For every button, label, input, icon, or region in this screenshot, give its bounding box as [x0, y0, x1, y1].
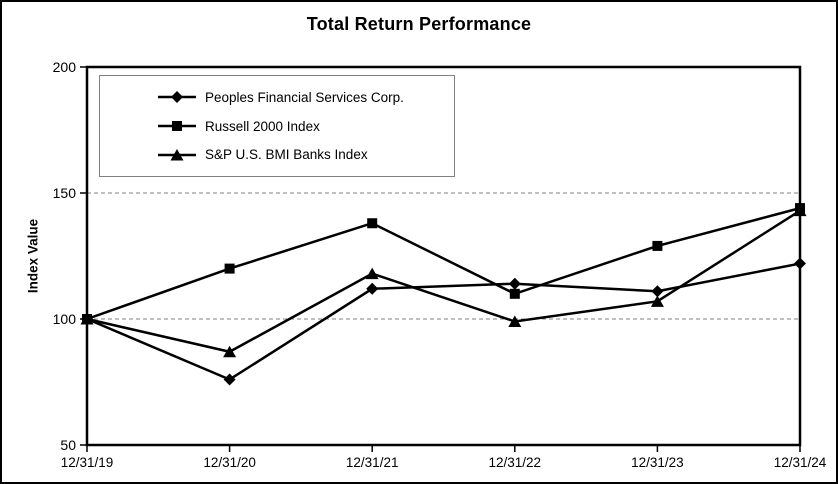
svg-text:12/31/23: 12/31/23 [631, 455, 684, 470]
svg-text:12/31/19: 12/31/19 [61, 455, 114, 470]
line-triangle-marker-icon [158, 148, 196, 161]
chart-legend: Peoples Financial Services Corp. Russell… [99, 75, 455, 177]
svg-text:12/31/22: 12/31/22 [489, 455, 542, 470]
legend-label-sp-bmi-banks: S&P U.S. BMI Banks Index [205, 147, 368, 163]
legend-item-sp-bmi-banks: S&P U.S. BMI Banks Index [158, 147, 454, 162]
line-diamond-marker-icon [158, 91, 196, 104]
svg-text:200: 200 [53, 59, 77, 75]
legend-item-peoples: Peoples Financial Services Corp. [158, 90, 454, 105]
legend-item-russell-2000: Russell 2000 Index [158, 119, 454, 134]
svg-text:12/31/24: 12/31/24 [774, 455, 827, 470]
svg-text:150: 150 [53, 185, 77, 201]
legend-label-russell-2000: Russell 2000 Index [205, 118, 320, 134]
svg-text:12/31/20: 12/31/20 [203, 455, 256, 470]
svg-text:12/31/21: 12/31/21 [346, 455, 399, 470]
chart-title: Total Return Performance [306, 14, 532, 34]
svg-text:50: 50 [60, 437, 76, 453]
svg-text:100: 100 [53, 311, 77, 327]
line-square-marker-icon [158, 121, 196, 131]
legend-label-peoples: Peoples Financial Services Corp. [205, 89, 404, 105]
